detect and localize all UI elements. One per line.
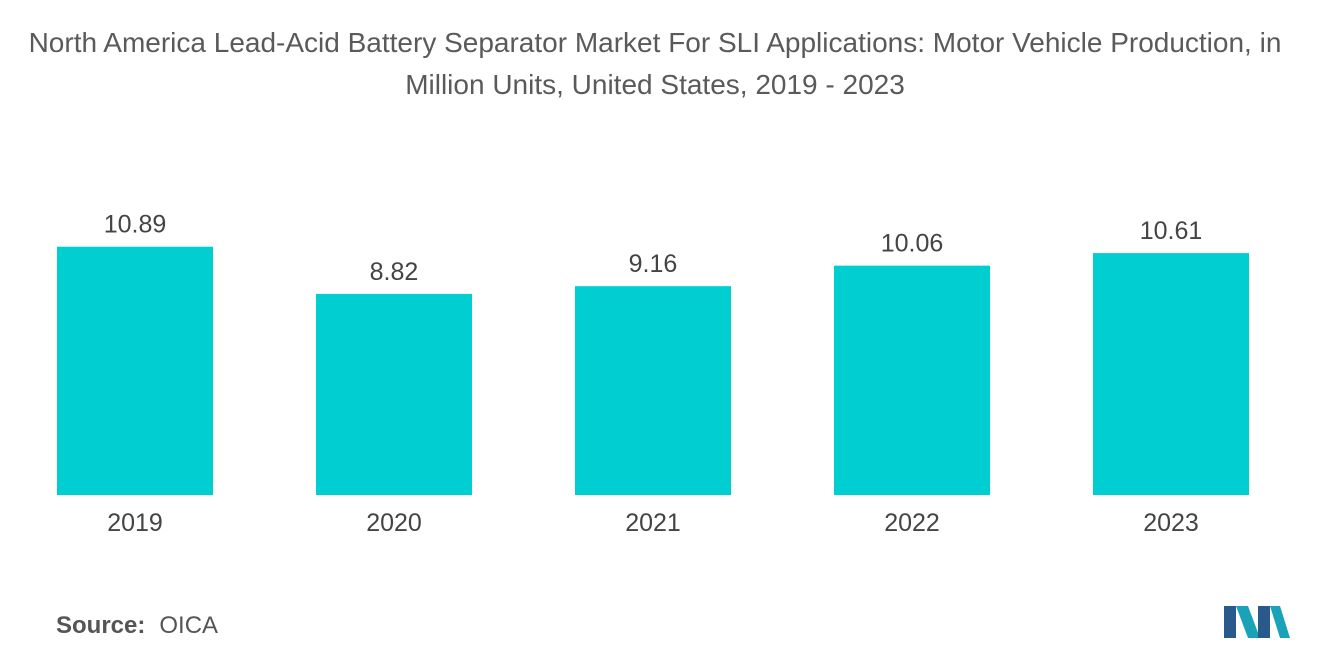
value-label-2021: 9.16 bbox=[629, 250, 678, 278]
bar-2020 bbox=[316, 293, 472, 495]
x-tick-label-2023: 2023 bbox=[1143, 509, 1199, 537]
x-tick-label-2020: 2020 bbox=[366, 509, 422, 537]
value-label-2023: 10.61 bbox=[1140, 217, 1203, 245]
source-label: Source: bbox=[56, 612, 146, 639]
mordor-intelligence-logo-icon bbox=[1224, 606, 1290, 638]
bar-2022 bbox=[834, 265, 990, 495]
bar-2023 bbox=[1093, 253, 1249, 495]
x-tick-label-2019: 2019 bbox=[107, 509, 163, 537]
value-label-2022: 10.06 bbox=[881, 230, 944, 258]
bar-2019 bbox=[57, 246, 213, 495]
chart-title: North America Lead-Acid Battery Separato… bbox=[28, 27, 1282, 100]
value-label-2020: 8.82 bbox=[370, 258, 419, 286]
source-note: Source: OICA bbox=[56, 612, 218, 640]
source-value: OICA bbox=[159, 612, 219, 639]
x-tick-label-2022: 2022 bbox=[884, 509, 940, 537]
x-tick-label-2021: 2021 bbox=[625, 509, 681, 537]
bar-2021 bbox=[575, 286, 731, 495]
value-label-2019: 10.89 bbox=[104, 211, 167, 239]
